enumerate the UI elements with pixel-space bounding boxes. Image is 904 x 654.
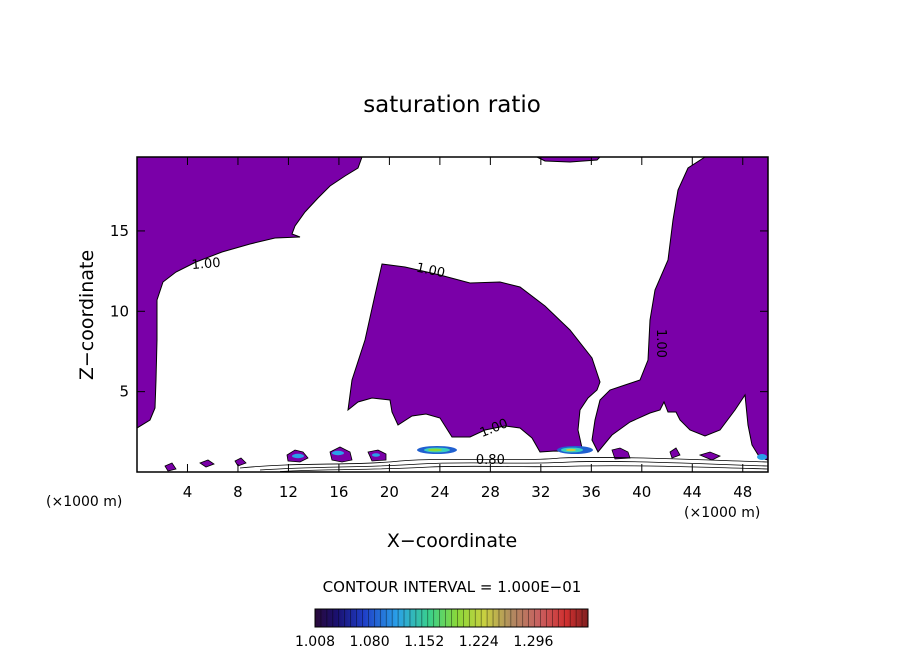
y-tick-label: 10 xyxy=(110,302,129,320)
x-tick-label: 20 xyxy=(380,483,399,501)
colorbar-tick-labels: 1.008 1.080 1.152 1.224 1.296 xyxy=(295,634,554,650)
x-axis-label: X−coordinate xyxy=(387,530,517,552)
y-tick-label: 15 xyxy=(110,222,129,240)
x-axis-ticks: 4 8 12 16 20 24 28 32 36 40 44 48 xyxy=(183,157,752,501)
y-axis-label: Z−coordinate xyxy=(76,250,98,380)
contour-label: 1.00 xyxy=(415,261,446,282)
x-tick-label: 40 xyxy=(632,483,651,501)
colorbar-tick-label: 1.008 xyxy=(295,634,335,650)
contour-interval-label: CONTOUR INTERVAL = 1.000E−01 xyxy=(323,578,582,596)
x-tick-label: 8 xyxy=(233,483,243,501)
x-tick-label: 36 xyxy=(582,483,601,501)
contour-region-right xyxy=(591,157,768,461)
plot-frame xyxy=(136,156,769,473)
contour-fills xyxy=(137,157,768,472)
x-tick-label: 48 xyxy=(733,483,752,501)
x-tick-label: 12 xyxy=(279,483,298,501)
x-unit-left: (×1000 m) xyxy=(46,494,122,510)
contour-region-center xyxy=(347,263,601,453)
x-tick-label: 24 xyxy=(430,483,449,501)
colorbar-tick-label: 1.080 xyxy=(350,634,390,650)
y-axis-ticks: 5 10 15 xyxy=(110,222,768,401)
x-tick-label: 28 xyxy=(481,483,500,501)
x-tick-label: 16 xyxy=(329,483,348,501)
contour-region-upper-left xyxy=(137,157,363,429)
contour-label: 1.00 xyxy=(191,256,221,273)
colorbar-tick-label: 1.152 xyxy=(404,634,444,650)
x-tick-label: 4 xyxy=(183,483,193,501)
colorbar-stripes xyxy=(320,609,583,627)
x-tick-label: 44 xyxy=(683,483,702,501)
chart-title: saturation ratio xyxy=(363,92,541,118)
y-tick-label: 5 xyxy=(119,383,129,401)
contour-label: 1.00 xyxy=(653,329,668,358)
x-tick-label: 32 xyxy=(531,483,550,501)
contour-label: 0.80 xyxy=(476,453,505,468)
colorbar-tick-label: 1.296 xyxy=(513,634,553,650)
contour-region-top-center xyxy=(536,157,601,163)
colorbar-tick-label: 1.224 xyxy=(459,634,499,650)
x-unit-right: (×1000 m) xyxy=(684,505,760,521)
